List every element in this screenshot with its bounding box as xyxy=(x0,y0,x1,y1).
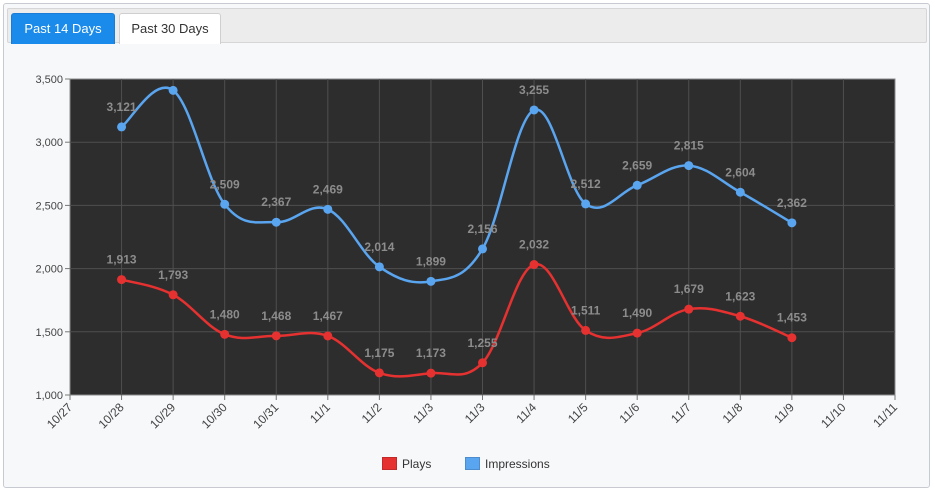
data-label-plays: 1,453 xyxy=(777,311,807,325)
data-label-impressions: 2,512 xyxy=(571,177,601,191)
data-point-plays xyxy=(478,358,487,368)
legend-label-plays: Plays xyxy=(402,457,432,471)
legend-swatch-plays xyxy=(382,457,397,470)
x-tick-label: 11/9 xyxy=(771,400,797,426)
data-label-plays: 1,511 xyxy=(571,303,601,317)
x-tick-label: 10/29 xyxy=(147,400,178,431)
x-tick-label: 11/8 xyxy=(720,400,746,426)
x-tick-label: 10/27 xyxy=(44,400,75,431)
data-point-plays xyxy=(735,311,745,321)
data-label-impressions: 2,362 xyxy=(777,196,807,210)
data-label-impressions: 2,604 xyxy=(725,165,755,179)
x-tick-label: 11/2 xyxy=(359,400,385,426)
data-point-plays xyxy=(426,368,436,378)
data-label-impressions: 2,509 xyxy=(210,177,240,191)
data-point-plays xyxy=(271,331,281,341)
x-tick-label: 10/28 xyxy=(96,400,127,431)
data-point-impressions xyxy=(374,262,384,272)
data-label-plays: 1,173 xyxy=(416,346,446,360)
data-point-impressions xyxy=(529,105,539,115)
x-tick-label: 11/1 xyxy=(307,400,333,426)
data-point-impressions xyxy=(323,204,333,214)
y-tick-label: 1,000 xyxy=(35,390,63,402)
data-label-plays: 1,679 xyxy=(674,282,704,296)
y-tick-label: 2,000 xyxy=(35,264,63,276)
data-point-plays xyxy=(529,260,539,270)
tab-bar: Past 14 Days Past 30 Days xyxy=(7,8,927,44)
data-point-plays xyxy=(632,328,642,338)
tab-past-30-days[interactable]: Past 30 Days xyxy=(119,13,221,44)
y-tick-label: 3,000 xyxy=(35,137,63,149)
data-point-impressions xyxy=(168,85,178,95)
data-point-impressions xyxy=(117,122,127,132)
data-label-plays: 1,175 xyxy=(364,346,394,360)
y-tick-label: 1,500 xyxy=(35,327,63,339)
data-label-impressions: 2,469 xyxy=(313,182,343,196)
x-tick-label: 11/11 xyxy=(870,400,900,430)
data-label-impressions: 3,121 xyxy=(107,100,137,114)
data-point-plays xyxy=(323,331,333,341)
legend-item-impressions[interactable]: Impressions xyxy=(465,456,550,474)
data-label-impressions: 3,255 xyxy=(519,83,549,97)
data-point-plays xyxy=(787,333,797,343)
data-point-plays xyxy=(220,329,230,339)
x-tick-label: 11/3 xyxy=(410,400,436,426)
y-tick-label: 3,500 xyxy=(35,74,63,86)
data-label-plays: 1,468 xyxy=(261,309,291,323)
data-label-impressions: 1,899 xyxy=(416,254,446,268)
data-point-impressions xyxy=(684,161,694,171)
data-point-plays xyxy=(581,325,591,335)
data-label-plays: 1,255 xyxy=(467,336,497,350)
data-point-impressions xyxy=(787,218,797,228)
x-tick-label: 11/6 xyxy=(617,400,643,426)
chart-legend: Plays Impressions xyxy=(0,456,935,474)
data-label-plays: 1,913 xyxy=(107,253,137,267)
data-point-impressions xyxy=(735,187,745,197)
data-point-impressions xyxy=(271,217,281,227)
data-label-plays: 1,623 xyxy=(725,289,755,303)
data-point-plays xyxy=(374,368,384,378)
legend-swatch-impressions xyxy=(465,457,480,470)
data-label-impressions: 2,156 xyxy=(467,222,497,236)
data-label-impressions: 2,367 xyxy=(261,195,291,209)
series-line-plays xyxy=(121,263,793,378)
data-point-plays xyxy=(117,275,127,285)
data-label-plays: 1,467 xyxy=(313,309,343,323)
data-point-plays xyxy=(684,304,694,314)
data-label-impressions: 2,815 xyxy=(674,139,704,153)
data-label-plays: 1,793 xyxy=(158,268,188,282)
x-tick-label: 11/4 xyxy=(513,400,539,426)
tab-past-14-days[interactable]: Past 14 Days xyxy=(11,13,115,44)
legend-item-plays[interactable]: Plays xyxy=(382,456,431,474)
data-label-plays: 2,032 xyxy=(519,238,549,252)
data-point-impressions xyxy=(632,180,642,190)
x-tick-label: 11/7 xyxy=(668,400,694,426)
data-label-impressions: 2,014 xyxy=(364,240,394,254)
data-point-impressions xyxy=(426,276,436,286)
x-tick-label: 10/31 xyxy=(250,400,281,431)
y-tick-label: 2,500 xyxy=(35,200,63,212)
data-label-impressions: 2,659 xyxy=(622,158,652,172)
data-point-impressions xyxy=(581,199,591,209)
legend-label-impressions: Impressions xyxy=(485,457,550,471)
data-label-plays: 1,480 xyxy=(210,307,240,321)
data-point-impressions xyxy=(220,199,230,209)
data-point-plays xyxy=(168,290,178,300)
x-tick-label: 11/5 xyxy=(565,400,591,426)
x-tick-label: 11/10 xyxy=(818,400,849,431)
data-label-plays: 1,490 xyxy=(622,306,652,320)
data-point-impressions xyxy=(478,244,487,254)
x-tick-label: 11/3 xyxy=(462,400,488,426)
x-tick-label: 10/30 xyxy=(199,400,230,431)
